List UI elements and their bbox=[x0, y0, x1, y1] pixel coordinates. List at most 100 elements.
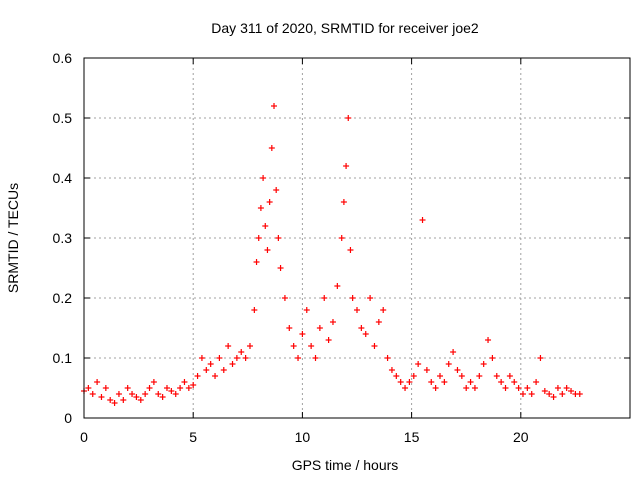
data-point bbox=[268, 145, 275, 151]
data-point bbox=[445, 361, 452, 367]
grid-lines bbox=[84, 58, 630, 418]
data-point bbox=[388, 367, 395, 373]
data-point bbox=[271, 103, 278, 109]
data-points bbox=[81, 103, 583, 406]
data-point bbox=[441, 379, 448, 385]
data-point bbox=[107, 397, 114, 403]
data-point bbox=[334, 283, 341, 289]
axis-ticks: 0 0.1 0.2 0.3 0.4 0.5 0.6 0 5 10 15 20 bbox=[53, 50, 630, 445]
x-tick-label: 10 bbox=[295, 429, 311, 445]
data-point bbox=[275, 235, 282, 241]
data-point bbox=[303, 307, 310, 313]
data-point bbox=[220, 367, 227, 373]
data-point bbox=[415, 361, 422, 367]
data-point bbox=[163, 385, 170, 391]
data-point bbox=[537, 355, 544, 361]
data-point bbox=[273, 187, 280, 193]
data-point bbox=[463, 385, 470, 391]
y-tick-label: 0 bbox=[64, 410, 72, 426]
data-point bbox=[190, 382, 197, 388]
data-point bbox=[480, 361, 487, 367]
data-point bbox=[511, 379, 518, 385]
data-point bbox=[371, 343, 378, 349]
data-point bbox=[338, 235, 345, 241]
y-tick-label: 0.4 bbox=[53, 170, 73, 186]
data-point bbox=[559, 391, 566, 397]
data-point bbox=[194, 373, 201, 379]
data-point bbox=[397, 379, 404, 385]
y-tick-label: 0.6 bbox=[53, 50, 73, 66]
data-point bbox=[242, 355, 249, 361]
data-point bbox=[423, 367, 430, 373]
data-point bbox=[238, 349, 245, 355]
data-point bbox=[343, 163, 350, 169]
data-point bbox=[290, 343, 297, 349]
y-tick-label: 0.1 bbox=[53, 350, 73, 366]
data-point bbox=[198, 355, 205, 361]
data-point bbox=[233, 355, 240, 361]
data-point bbox=[120, 397, 127, 403]
data-point bbox=[354, 307, 360, 313]
data-point bbox=[295, 355, 302, 361]
data-point bbox=[402, 385, 409, 391]
data-point bbox=[225, 343, 232, 349]
data-point bbox=[312, 355, 319, 361]
data-point bbox=[111, 400, 118, 406]
chart-title: Day 311 of 2020, SRMTID for receiver joe… bbox=[211, 20, 479, 36]
data-point bbox=[155, 391, 162, 397]
data-point bbox=[485, 337, 492, 343]
data-point bbox=[325, 337, 332, 343]
data-point bbox=[362, 331, 369, 337]
data-point bbox=[262, 223, 269, 229]
data-point bbox=[181, 379, 188, 385]
data-point bbox=[476, 373, 483, 379]
data-point bbox=[550, 394, 557, 400]
data-point bbox=[85, 385, 92, 391]
data-point bbox=[203, 367, 210, 373]
data-point bbox=[419, 217, 426, 223]
data-point bbox=[349, 295, 356, 301]
data-point bbox=[498, 379, 505, 385]
data-point bbox=[216, 355, 223, 361]
data-point bbox=[316, 325, 323, 331]
data-point bbox=[410, 373, 417, 379]
data-point bbox=[168, 388, 175, 394]
data-point bbox=[251, 307, 258, 313]
data-point bbox=[436, 373, 443, 379]
data-point bbox=[177, 385, 184, 391]
data-point bbox=[384, 355, 391, 361]
data-point bbox=[137, 397, 144, 403]
data-point bbox=[515, 385, 522, 391]
data-point bbox=[257, 205, 264, 211]
data-point bbox=[277, 265, 284, 271]
data-point bbox=[321, 295, 328, 301]
data-point bbox=[471, 385, 478, 391]
data-point bbox=[255, 235, 262, 241]
data-point bbox=[576, 391, 583, 397]
data-point bbox=[375, 319, 382, 325]
data-point bbox=[207, 361, 214, 367]
data-point bbox=[94, 379, 101, 385]
data-point bbox=[102, 385, 109, 391]
data-point bbox=[450, 349, 457, 355]
data-point bbox=[172, 391, 179, 397]
data-point bbox=[506, 373, 513, 379]
data-point bbox=[347, 247, 354, 253]
x-tick-label: 15 bbox=[404, 429, 420, 445]
data-point bbox=[493, 373, 500, 379]
data-point bbox=[519, 391, 526, 397]
x-axis-label: GPS time / hours bbox=[292, 457, 399, 473]
data-point bbox=[98, 394, 105, 400]
data-point bbox=[489, 355, 496, 361]
data-point bbox=[554, 385, 561, 391]
data-point bbox=[428, 379, 435, 385]
data-point bbox=[142, 391, 149, 397]
data-point bbox=[541, 388, 548, 394]
x-tick-label: 20 bbox=[513, 429, 529, 445]
data-point bbox=[358, 325, 365, 331]
data-point bbox=[467, 379, 474, 385]
data-point bbox=[340, 199, 347, 205]
data-point bbox=[568, 388, 575, 394]
data-point bbox=[528, 391, 535, 397]
